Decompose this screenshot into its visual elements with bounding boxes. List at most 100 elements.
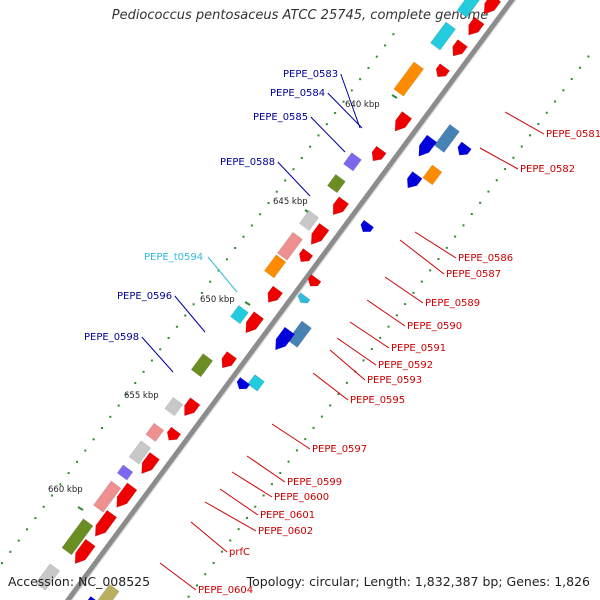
gene-block[interactable] — [116, 464, 134, 481]
red-gene[interactable] — [306, 222, 330, 248]
scale-dot — [284, 179, 287, 182]
red-gene[interactable] — [433, 63, 451, 81]
red-gene[interactable] — [368, 145, 387, 164]
gene-block[interactable] — [96, 583, 120, 600]
gene-block[interactable] — [271, 326, 295, 353]
gene-block[interactable] — [234, 377, 251, 392]
red-gene[interactable] — [70, 538, 96, 567]
gene-block[interactable] — [35, 563, 61, 591]
right-gene-label[interactable]: PEPE_0589 — [425, 298, 480, 309]
gene-block[interactable] — [422, 164, 443, 186]
gene-features — [35, 0, 502, 600]
gene-block[interactable] — [128, 440, 152, 465]
red-gene[interactable] — [90, 509, 118, 540]
connector-line — [219, 488, 259, 516]
gene-block[interactable] — [79, 595, 101, 600]
left-gene-label[interactable]: PEPE_0588 — [220, 157, 275, 168]
right-gene-label[interactable]: PEPE_0597 — [312, 444, 367, 455]
gene-block[interactable] — [393, 61, 424, 97]
scale-dot — [579, 66, 582, 69]
gene-block[interactable] — [433, 124, 460, 153]
right-gene-label[interactable]: PEPE_0601 — [260, 510, 315, 521]
right-gene-label[interactable]: PEPE_0593 — [367, 375, 422, 386]
right-gene-label[interactable]: PEPE_0582 — [520, 164, 575, 175]
gene-block[interactable] — [287, 320, 312, 348]
major-tick — [391, 94, 398, 99]
gene-block[interactable] — [230, 305, 249, 325]
scale-dot — [312, 426, 315, 429]
red-gene[interactable] — [479, 0, 502, 18]
gene-block[interactable] — [455, 141, 472, 159]
right-gene-label[interactable]: PEPE_0581 — [546, 129, 600, 140]
scale-dot — [229, 539, 232, 542]
gene-block[interactable] — [190, 353, 214, 378]
left-gene-label[interactable]: PEPE_0584 — [270, 88, 325, 99]
right-gene-label[interactable]: prfC — [229, 547, 250, 558]
scale-dot — [42, 505, 45, 508]
left-gene-label[interactable]: PEPE_0585 — [253, 112, 308, 123]
red-gene[interactable] — [464, 16, 485, 39]
right-gene-label[interactable]: PEPE_0600 — [274, 492, 329, 503]
connector-line — [504, 111, 545, 135]
backbone-line — [64, 0, 516, 600]
gene-block[interactable] — [296, 292, 311, 307]
gene-block[interactable] — [358, 219, 375, 235]
scale-dot — [84, 449, 87, 452]
right-gene-label[interactable]: PEPE_0604 — [198, 585, 253, 596]
scale-dot — [187, 595, 190, 598]
gene-block[interactable] — [93, 480, 122, 513]
gene-block[interactable] — [403, 171, 423, 191]
right-gene-label[interactable]: PEPE_0595 — [350, 395, 405, 406]
red-gene[interactable] — [328, 196, 350, 219]
left-gene-label[interactable]: PEPE_0598 — [84, 332, 139, 343]
right-gene-label[interactable]: PEPE_0591 — [391, 343, 446, 354]
red-gene[interactable] — [137, 451, 160, 477]
scale-dot — [309, 145, 312, 148]
connector-line — [479, 147, 519, 170]
left-gene-label[interactable]: PEPE_t0594 — [144, 252, 203, 263]
right-gene-label[interactable]: PEPE_0599 — [287, 477, 342, 488]
red-gene[interactable] — [296, 248, 314, 266]
scale-dot — [384, 44, 387, 47]
gene-block[interactable] — [277, 231, 303, 261]
scale-dot — [570, 78, 573, 81]
gene-block[interactable] — [343, 152, 362, 172]
right-gene-label[interactable]: PEPE_0602 — [258, 526, 313, 537]
gene-block[interactable] — [263, 254, 287, 279]
red-gene[interactable] — [241, 311, 265, 337]
gene-block[interactable] — [145, 422, 165, 442]
right-gene-label[interactable]: PEPE_0586 — [458, 253, 513, 264]
right-gene-label[interactable]: PEPE_0590 — [407, 321, 462, 332]
connector-line — [312, 372, 349, 401]
red-gene[interactable] — [112, 482, 138, 511]
red-gene[interactable] — [218, 351, 238, 371]
major-tick — [77, 506, 84, 511]
scale-dot — [429, 269, 432, 272]
gene-block[interactable] — [430, 21, 456, 51]
scale-dot — [209, 280, 212, 283]
gene-block[interactable] — [305, 274, 322, 290]
scale-dot — [50, 494, 53, 497]
right-gene-label[interactable]: PEPE_0592 — [378, 360, 433, 371]
red-gene[interactable] — [264, 285, 284, 306]
gene-block[interactable] — [164, 397, 184, 417]
red-gene[interactable] — [180, 397, 201, 420]
scale-dot — [300, 156, 303, 159]
scale-dot — [109, 415, 112, 418]
scale-dot — [167, 337, 170, 340]
right-gene-label[interactable]: PEPE_0587 — [446, 269, 501, 280]
red-gene[interactable] — [448, 39, 468, 60]
gene-block[interactable] — [299, 210, 319, 231]
left-gene-label[interactable]: PEPE_0583 — [283, 69, 338, 80]
scale-dot — [100, 427, 103, 430]
connector-line — [204, 501, 257, 532]
gene-block[interactable] — [61, 518, 94, 556]
gene-block[interactable] — [456, 0, 481, 18]
gene-block[interactable] — [414, 134, 438, 160]
scale-label: 655 kbp — [124, 391, 159, 401]
red-gene[interactable] — [164, 426, 182, 444]
left-gene-label[interactable]: PEPE_0596 — [117, 291, 172, 302]
gene-block[interactable] — [327, 173, 346, 194]
red-gene[interactable] — [390, 111, 413, 135]
gene-block[interactable] — [247, 374, 265, 392]
